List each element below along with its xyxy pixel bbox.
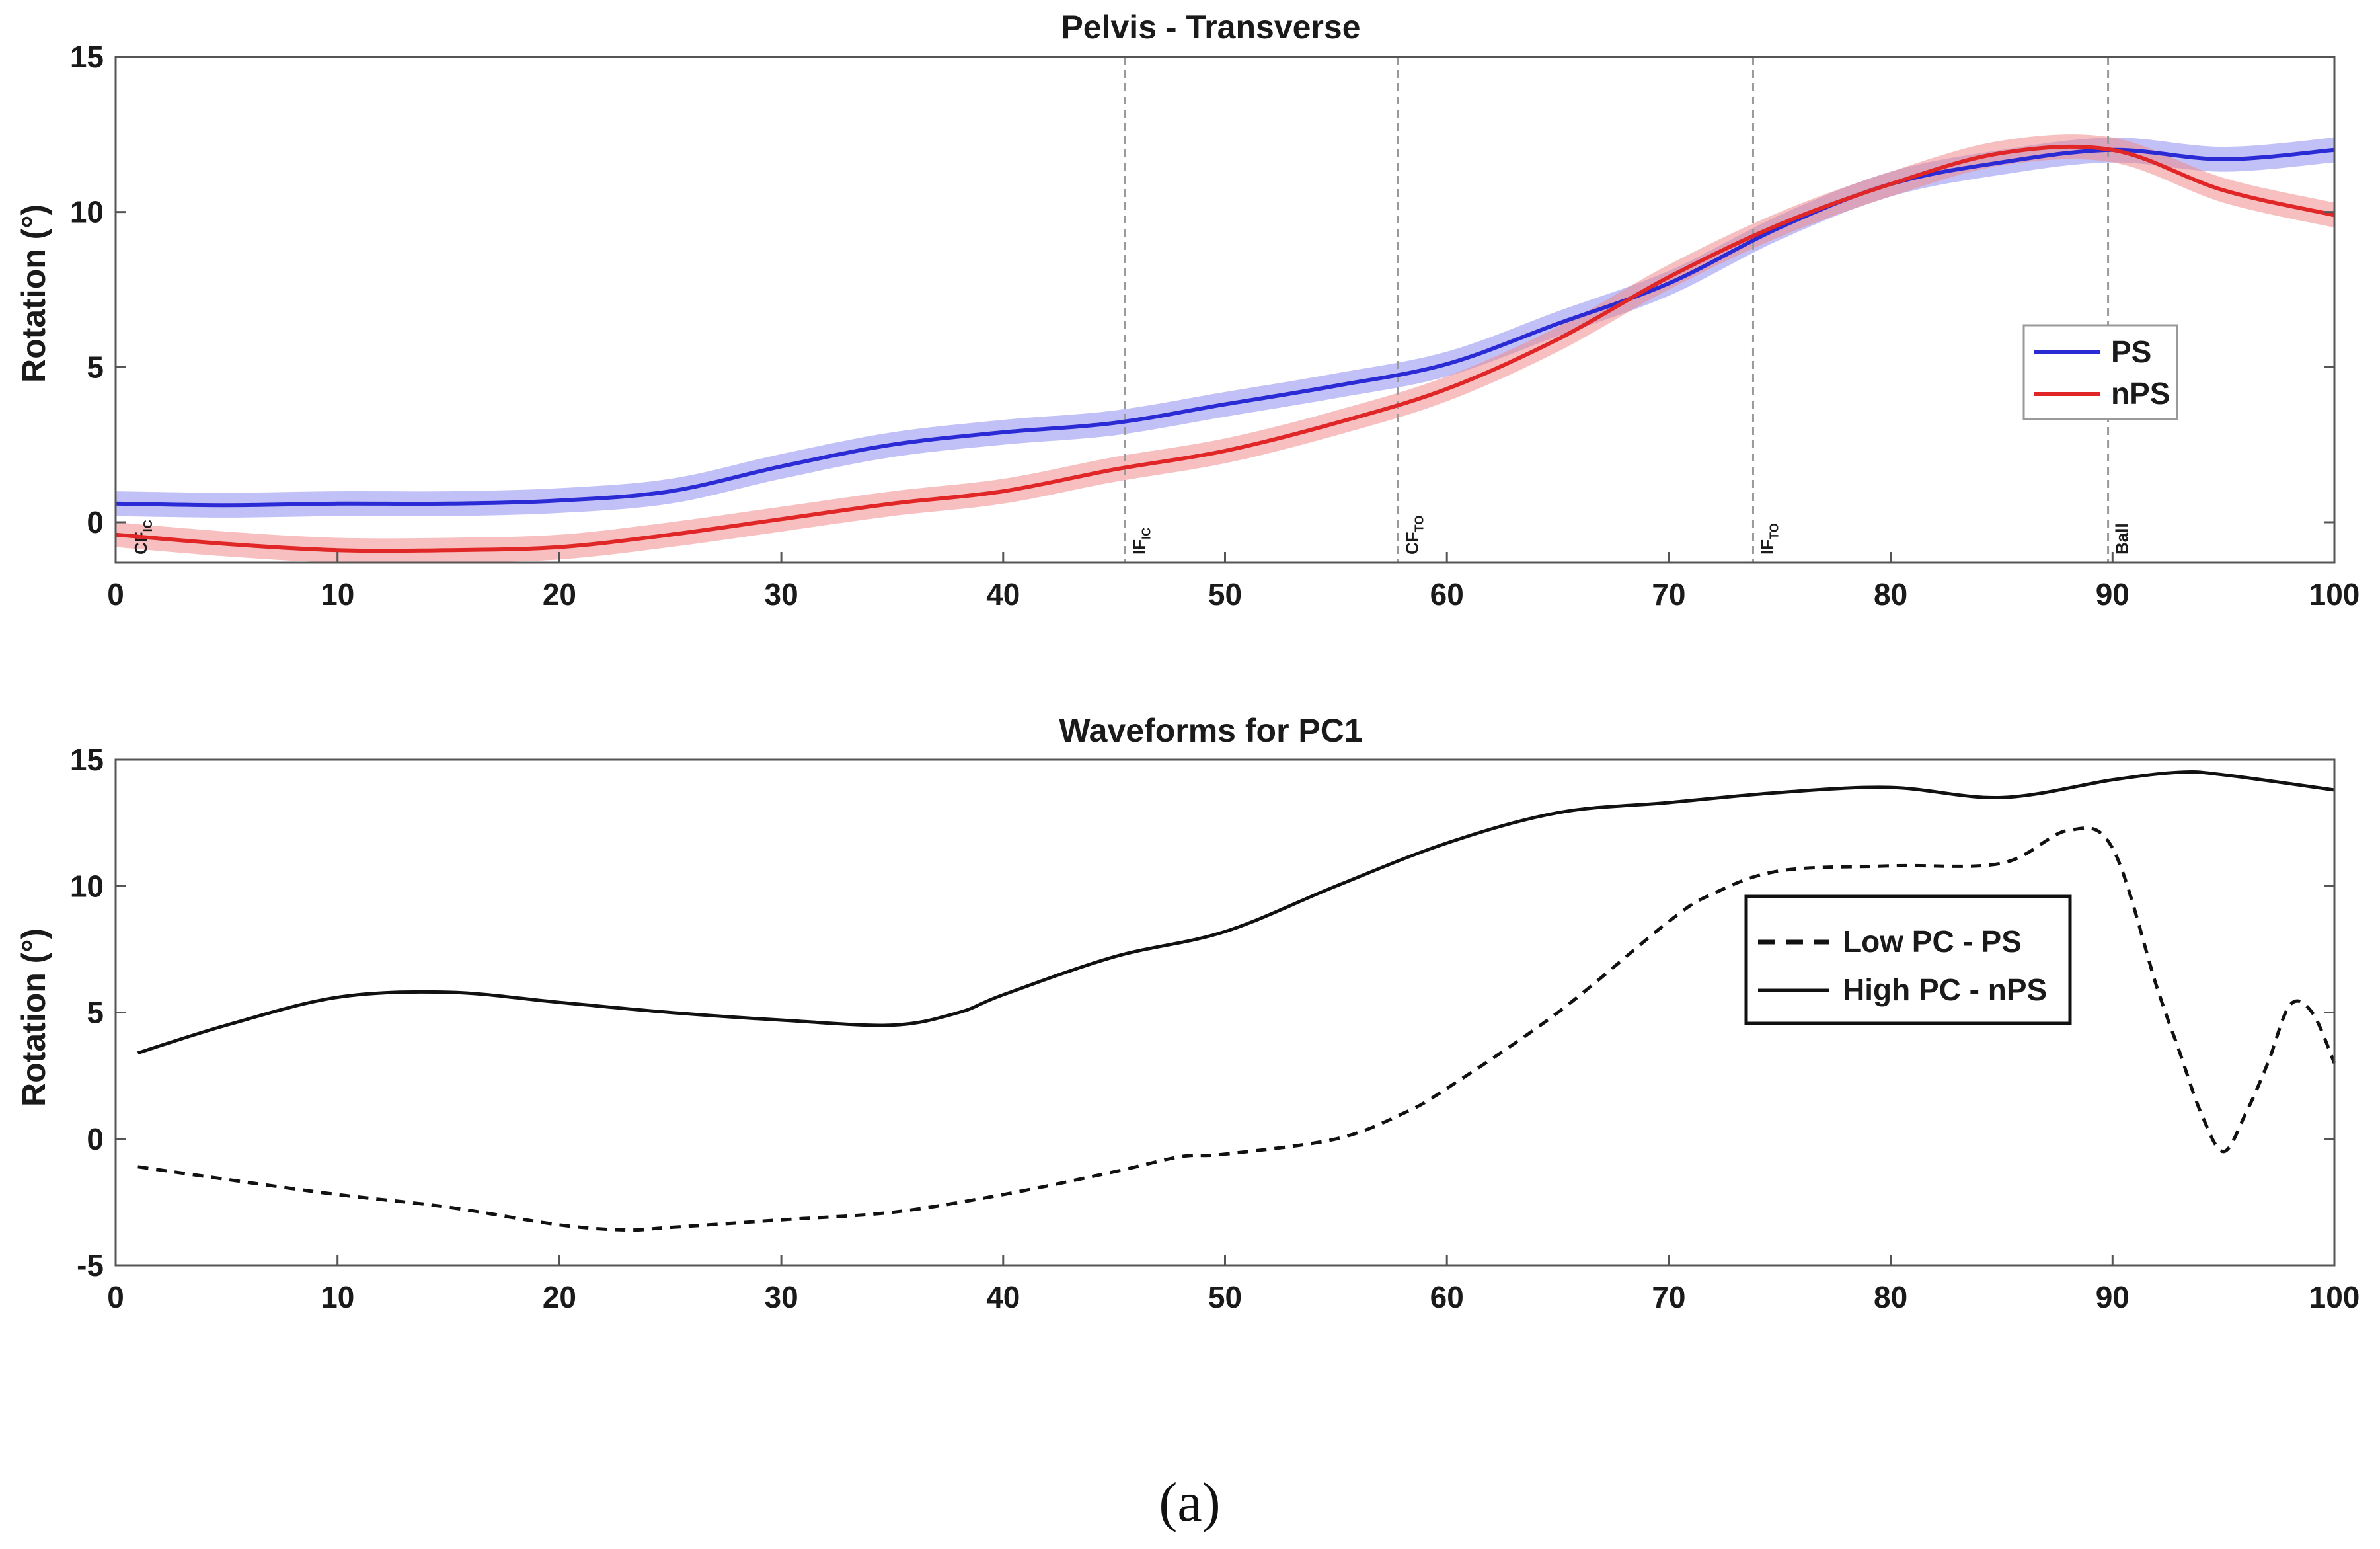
x-tick-label: 40 [986, 577, 1020, 612]
x-tick-label: 70 [1652, 1280, 1685, 1314]
y-tick-label: 5 [87, 350, 104, 384]
x-tick-label: 20 [543, 1280, 576, 1314]
legend-box [2022, 324, 2178, 420]
chart-title: Waveforms for PC1 [1059, 712, 1362, 749]
event-label: Ball [2112, 523, 2132, 555]
legend: PS nPS [2022, 324, 2178, 420]
event-label-main: IF [1129, 539, 1149, 555]
x-tick-label: 80 [1874, 577, 1907, 612]
x-tick-label: 20 [543, 577, 576, 612]
legend: Low PC - PS High PC - nPS [1744, 894, 2072, 1025]
series-line-nps [115, 144, 2335, 553]
chart-waveforms-pc1: Waveforms for PC1 Rotation (°) 0 10 20 30 40… [15, 712, 2360, 1314]
event-label-main: CF [1402, 532, 1422, 555]
legend-box [1744, 894, 2072, 1025]
x-tick-label: 30 [765, 1280, 798, 1314]
x-tick-label: 90 [2096, 1280, 2130, 1314]
x-axis-ticks: 0 10 20 30 40 50 60 70 80 90 100 [107, 1255, 2360, 1314]
figure-caption: (a) [1159, 1472, 1220, 1533]
legend-label-ps: PS [2111, 335, 2151, 369]
x-tick-label: 40 [986, 1280, 1020, 1314]
y-tick-label: 5 [87, 996, 104, 1030]
x-tick-label: 60 [1430, 577, 1464, 612]
y-axis-label: Rotation (°) [15, 204, 52, 383]
event-label-sub: TO [1412, 516, 1426, 532]
legend-label-low-pc: Low PC - PS [1843, 924, 2022, 959]
event-label: CFTO [1402, 516, 1426, 555]
y-tick-label: 0 [87, 1122, 104, 1156]
y-tick-label: 15 [70, 742, 104, 777]
y-axis-label: Rotation (°) [15, 928, 52, 1107]
x-axis-ticks: 0 10 20 30 40 50 60 70 80 90 100 [107, 552, 2360, 612]
series-line-low-pc-ps [137, 826, 2336, 1232]
x-tick-label: 70 [1652, 577, 1685, 612]
y-tick-label: 10 [70, 869, 104, 903]
event-label-main: Ball [2112, 523, 2132, 555]
y-tick-label: -5 [77, 1248, 104, 1283]
x-tick-label: 10 [321, 577, 354, 612]
chart-title: Pelvis - Transverse [1061, 9, 1360, 46]
y-axis-ticks: 0 5 10 15 [70, 40, 2334, 539]
x-tick-label: 100 [2309, 1280, 2360, 1314]
y-tick-label: 15 [70, 40, 104, 74]
event-label-sub: IC [1139, 528, 1153, 539]
series-line-ps [115, 147, 2335, 508]
x-tick-label: 0 [107, 1280, 124, 1314]
chart-pelvis-transverse: Pelvis - Transverse Rotation (°) CFICIFI… [15, 9, 2360, 612]
event-label-sub: TO [1767, 523, 1781, 539]
x-tick-label: 10 [321, 1280, 354, 1314]
x-tick-label: 50 [1208, 577, 1242, 612]
series-lines [137, 770, 2336, 1232]
x-tick-label: 50 [1208, 1280, 1242, 1314]
y-axis-ticks: -5 0 5 10 15 [70, 742, 2334, 1283]
series-line-high-pc-nps [137, 770, 2335, 1055]
event-label: IFIC [1129, 528, 1153, 555]
event-label-main: IF [1757, 539, 1777, 555]
event-label-sub: IC [141, 520, 155, 532]
x-tick-label: 80 [1874, 1280, 1907, 1314]
x-tick-label: 0 [107, 577, 124, 612]
x-tick-label: 30 [765, 577, 798, 612]
x-tick-label: 90 [2096, 577, 2130, 612]
confidence-bands [116, 134, 2334, 563]
series-lines [115, 144, 2335, 553]
x-tick-label: 100 [2309, 577, 2360, 612]
y-tick-label: 0 [87, 505, 104, 539]
legend-label-nps: nPS [2111, 376, 2170, 411]
y-tick-label: 10 [70, 195, 104, 229]
x-tick-label: 60 [1430, 1280, 1464, 1314]
legend-label-high-pc: High PC - nPS [1843, 973, 2047, 1007]
event-label: IFTO [1757, 523, 1781, 555]
